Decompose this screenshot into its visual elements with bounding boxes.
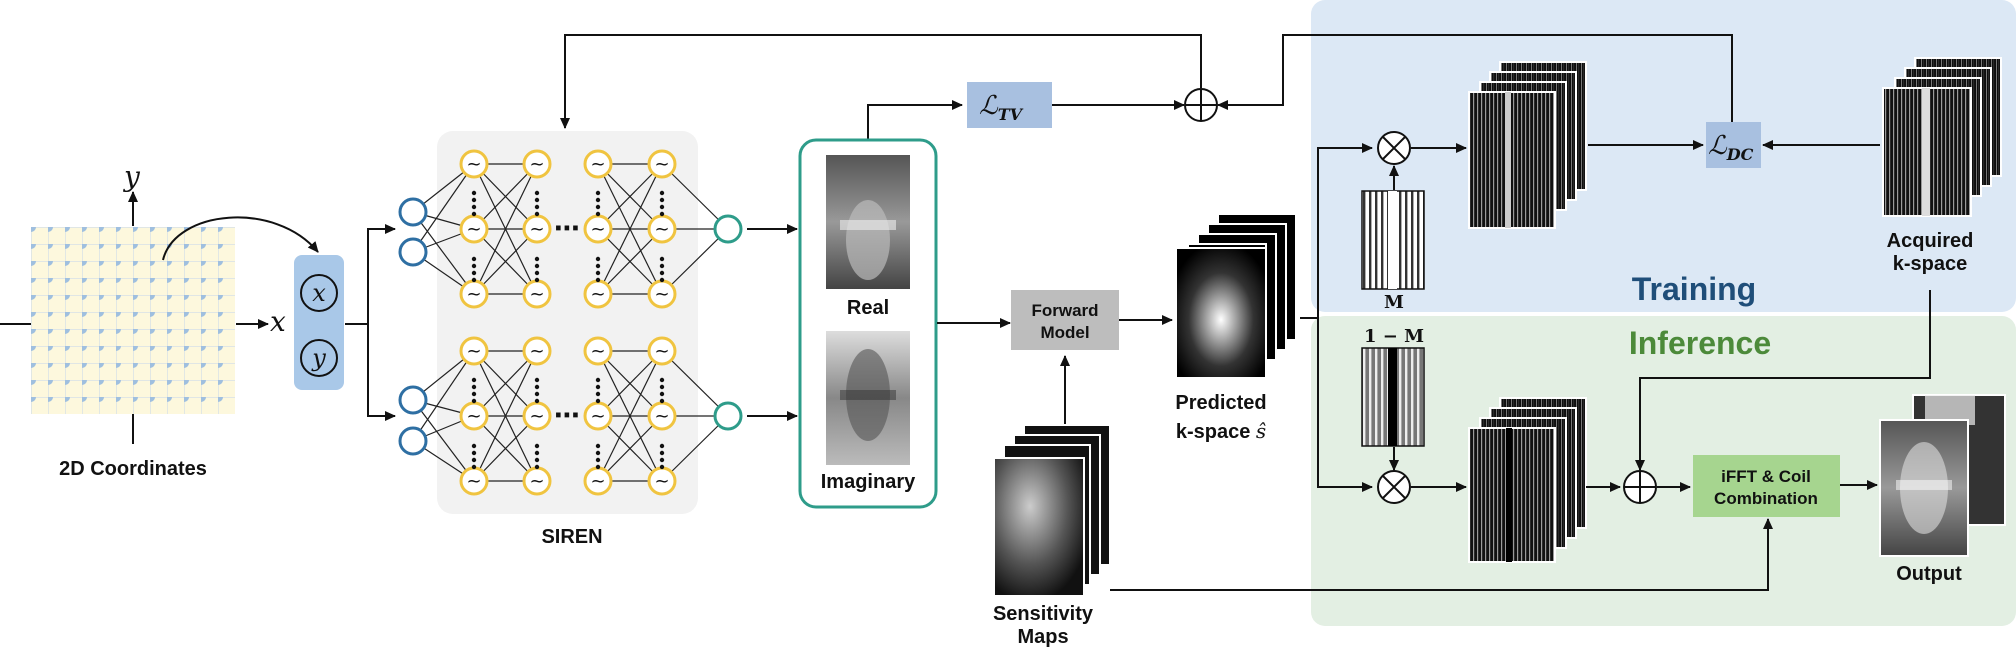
sine-activation-icon: ~ (466, 219, 481, 240)
sine-activation-icon: ~ (466, 406, 481, 427)
siren-input-neuron (400, 199, 426, 225)
output-label: Output (1896, 563, 1962, 585)
sine-activation-icon: ~ (654, 284, 669, 305)
sine-activation-icon: ~ (529, 341, 544, 362)
input-y-symbol: y (311, 344, 326, 372)
predicted-label-line2: k-space ŝ (1176, 419, 1266, 443)
sine-activation-icon: ~ (590, 471, 605, 492)
predicted-kspace-stack (1176, 214, 1296, 378)
sine-activation-icon: ~ (529, 284, 544, 305)
siren-input-neuron (400, 387, 426, 413)
predicted-label-line1: Predicted (1175, 392, 1266, 414)
imaginary-label: Imaginary (821, 471, 916, 493)
sine-activation-icon: ~ (654, 341, 669, 362)
sine-activation-icon: ~ (590, 284, 605, 305)
siren-label: SIREN (541, 526, 602, 548)
siren-input-neuron (400, 239, 426, 265)
siren-to-loss-tv-arrow (868, 105, 962, 140)
siren-output-neuron (715, 216, 741, 242)
ifft-label-line1: iFFT & Coil (1721, 467, 1811, 486)
sine-activation-icon: ~ (590, 154, 605, 175)
inference-title: Inference (1629, 325, 1771, 361)
sine-activation-icon: ~ (529, 406, 544, 427)
sine-activation-icon: ~ (466, 471, 481, 492)
imaginary-image (826, 331, 910, 465)
acquired-label-line1: Acquired (1887, 230, 1974, 252)
layer-ellipsis: ⋯ (554, 214, 580, 244)
sensitivity-label-line1: Sensitivity (993, 603, 1094, 625)
sensitivity-label-line2: Maps (1017, 626, 1068, 648)
layer-ellipsis: ⋯ (554, 401, 580, 431)
axis-y-label: y (122, 160, 141, 193)
sine-activation-icon: ~ (466, 284, 481, 305)
sine-activation-icon: ~ (654, 219, 669, 240)
multiply-node-mask (1378, 132, 1410, 164)
mask-label: M (1384, 292, 1404, 313)
forward-model-label-line1: Forward (1031, 301, 1098, 320)
sine-activation-icon: ~ (529, 219, 544, 240)
siren-output-neuron (715, 403, 741, 429)
ifft-label-line2: Combination (1714, 489, 1818, 508)
training-title: Training (1632, 271, 1756, 307)
inference-kspace-stack (1469, 398, 1586, 562)
sine-activation-icon: ~ (466, 341, 481, 362)
sine-activation-icon: ~ (529, 471, 544, 492)
siren-input-neuron (400, 428, 426, 454)
sine-activation-icon: ~ (654, 406, 669, 427)
inverse-mask-label: 1 − M (1364, 326, 1424, 347)
real-image (826, 155, 910, 289)
real-label: Real (847, 297, 889, 319)
sum-node-bottom (1624, 471, 1656, 503)
sine-activation-icon: ~ (529, 154, 544, 175)
sine-activation-icon: ~ (654, 471, 669, 492)
tv-feedback-arrow (565, 35, 1201, 128)
sum-node-top (1185, 89, 1217, 121)
sine-activation-icon: ~ (590, 219, 605, 240)
axis-x-label: x (270, 305, 286, 338)
sensitivity-maps-stack (994, 425, 1110, 596)
input-x-symbol: x (312, 279, 326, 307)
siren-panel (437, 131, 698, 514)
multiply-node-inverse-mask (1378, 471, 1410, 503)
coordinates-label: 2D Coordinates (59, 458, 207, 480)
sine-activation-icon: ~ (590, 406, 605, 427)
coordinate-grid (31, 227, 235, 414)
acquired-label-line2: k-space (1893, 253, 1968, 275)
forward-model-label-line2: Model (1040, 323, 1089, 342)
sine-activation-icon: ~ (590, 341, 605, 362)
sine-activation-icon: ~ (654, 154, 669, 175)
sine-activation-icon: ~ (466, 154, 481, 175)
